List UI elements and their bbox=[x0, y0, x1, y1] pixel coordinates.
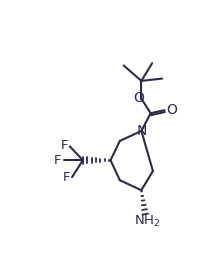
Text: N: N bbox=[136, 124, 147, 138]
Text: F: F bbox=[63, 171, 71, 185]
Text: F: F bbox=[54, 154, 61, 167]
Text: O: O bbox=[166, 103, 177, 117]
Text: F: F bbox=[61, 139, 68, 152]
Text: NH$_2$: NH$_2$ bbox=[134, 214, 160, 228]
Text: O: O bbox=[133, 91, 144, 105]
